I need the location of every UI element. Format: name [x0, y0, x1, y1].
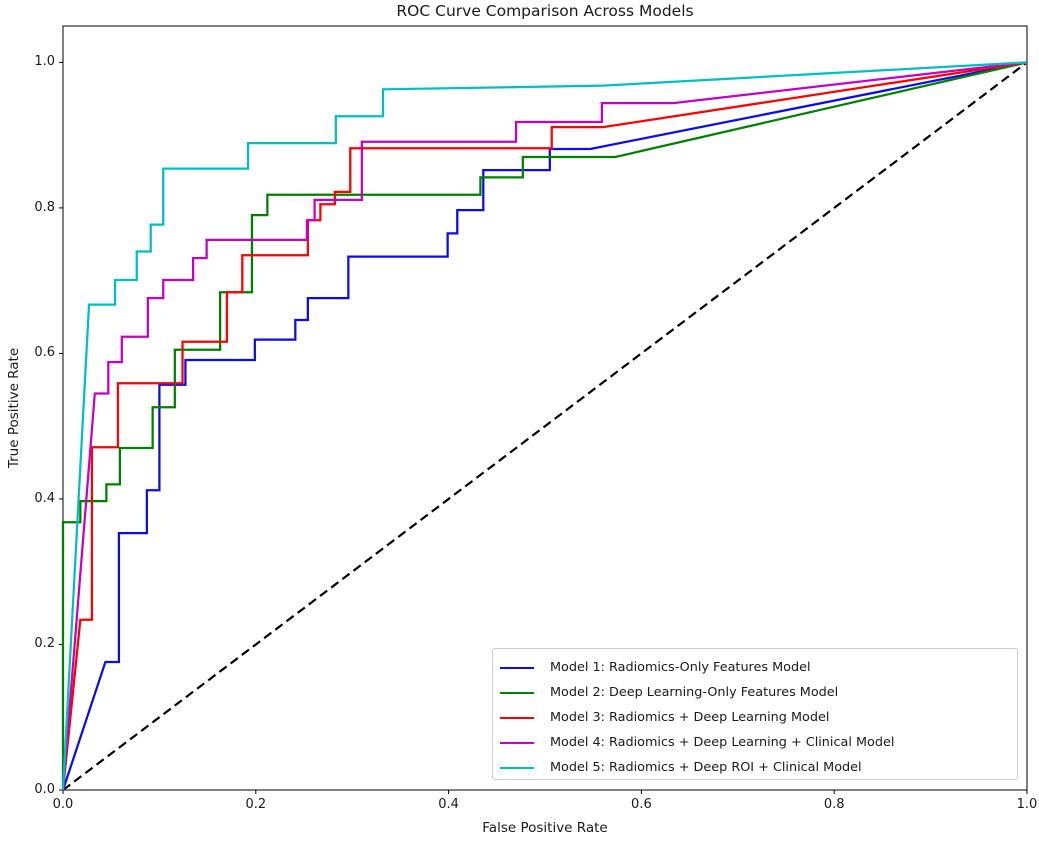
- legend-label: Model 4: Radiomics + Deep Learning + Cli…: [550, 735, 895, 750]
- y-tick-label: 1.0: [34, 54, 55, 70]
- y-tick-label: 0.6: [34, 345, 55, 361]
- x-axis-label: False Positive Rate: [482, 820, 608, 836]
- y-tick-label: 0.0: [34, 782, 55, 797]
- legend-line-swatch: [500, 716, 534, 719]
- legend-line-swatch: [500, 741, 534, 744]
- legend: Model 1: Radiomics-Only Features Model Mo…: [492, 648, 1018, 780]
- legend-label: Model 5: Radiomics + Deep ROI + Clinical…: [550, 760, 862, 775]
- x-tick-label: 0.6: [631, 797, 652, 812]
- legend-line-swatch: [500, 691, 534, 694]
- roc-curve-model-3: [61, 61, 1028, 791]
- legend-item-model-5: Model 5: Radiomics + Deep ROI + Clinical…: [493, 755, 1017, 780]
- x-tick-label: 0.2: [245, 797, 267, 812]
- x-tick-label: 0.4: [438, 797, 459, 812]
- x-tick-label: 1.0: [1016, 797, 1038, 812]
- legend-line-swatch: [500, 666, 534, 669]
- legend-item-model-3: Model 3: Radiomics + Deep Learning Model: [493, 705, 1017, 730]
- y-tick-label: 0.2: [34, 636, 55, 652]
- legend-label: Model 3: Radiomics + Deep Learning Model: [550, 710, 830, 725]
- legend-item-model-4: Model 4: Radiomics + Deep Learning + Cli…: [493, 730, 1017, 755]
- roc-curve-model-5: [61, 61, 1028, 791]
- roc-curve-model-2: [61, 61, 1028, 790]
- y-tick-label: 0.4: [34, 490, 55, 506]
- legend-label: Model 2: Deep Learning-Only Features Mod…: [550, 685, 839, 700]
- legend-line-swatch: [500, 766, 534, 769]
- y-axis-label: True Positive Rate: [6, 347, 22, 469]
- chance-diagonal-line: [62, 61, 1028, 791]
- axes-frame: [62, 25, 1028, 791]
- legend-label: Model 1: Radiomics-Only Features Model: [550, 660, 811, 675]
- legend-item-model-1: Model 1: Radiomics-Only Features Model: [493, 655, 1017, 680]
- chart-title: ROC Curve Comparison Across Models: [396, 2, 694, 20]
- y-tick-label: 0.8: [34, 199, 55, 215]
- roc-curve-model-4: [61, 61, 1028, 791]
- x-tick-label: 0.0: [52, 797, 74, 812]
- roc-curve-model-1: [61, 61, 1028, 791]
- legend-item-model-2: Model 2: Deep Learning-Only Features Mod…: [493, 680, 1017, 705]
- x-tick-label: 0.8: [823, 797, 845, 812]
